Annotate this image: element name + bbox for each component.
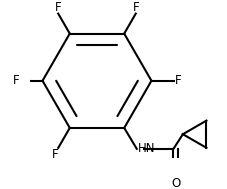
Text: F: F bbox=[175, 74, 181, 87]
Text: F: F bbox=[132, 1, 139, 14]
Text: F: F bbox=[13, 74, 20, 87]
Text: HN: HN bbox=[138, 142, 155, 155]
Text: F: F bbox=[52, 148, 58, 161]
Text: F: F bbox=[55, 1, 62, 14]
Text: O: O bbox=[171, 177, 180, 189]
